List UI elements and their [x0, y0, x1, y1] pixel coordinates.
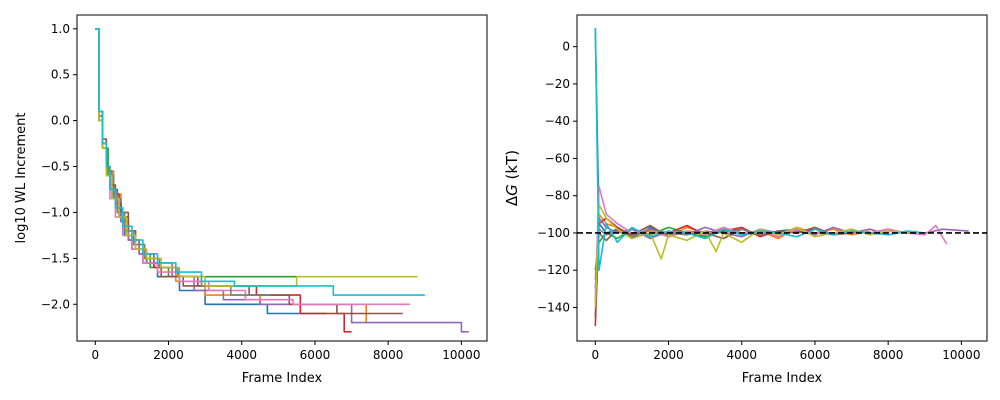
left-y-tick-label: −1.5	[41, 251, 70, 265]
left-plot-frame	[76, 14, 488, 342]
left-x-tick-label: 0	[91, 348, 99, 362]
left-y-tick-label: −0.5	[41, 160, 70, 174]
right-x-axis-label: Frame Index	[742, 371, 823, 386]
right-x-axis-ticks: 0 2000 4000 6000 8000 10000	[591, 341, 980, 362]
right-y-tick-label: −120	[537, 263, 570, 277]
right-y-tick-label: −60	[545, 151, 570, 165]
right-y-tick-label: −80	[545, 189, 570, 203]
right-x-tick-label: 6000	[800, 348, 831, 362]
right-x-tick-label: 4000	[726, 348, 757, 362]
right-y-tick-label: −100	[537, 226, 570, 240]
left-x-tick-label: 8000	[373, 348, 404, 362]
right-y-tick-label: −140	[537, 300, 570, 314]
left-x-tick-label: 2000	[153, 348, 184, 362]
right-y-tick-label: −40	[545, 114, 570, 128]
right-x-tick-label: 10000	[942, 348, 980, 362]
right-x-tick-label: 8000	[873, 348, 904, 362]
right-y-tick-label: 0	[562, 40, 570, 54]
right-series-line-10	[594, 27, 925, 271]
left-y-axis-ticks: −2.0 −1.5 −1.0 −0.5 0.0 0.5 1.0	[41, 22, 77, 311]
left-x-axis-ticks: 0 2000 4000 6000 8000 10000	[91, 341, 480, 362]
left-series-line-10	[95, 28, 425, 296]
left-y-tick-label: 0.5	[51, 68, 70, 82]
right-y-tick-label: −20	[545, 77, 570, 91]
right-y-axis-label: ΔG (kT)	[503, 150, 521, 206]
left-series-line-9	[95, 28, 418, 287]
left-x-tick-label: 4000	[226, 348, 257, 362]
right-plot-frame	[576, 14, 988, 342]
left-y-tick-label: 1.0	[51, 22, 70, 36]
right-chart: 0 2000 4000 6000 8000 10000 −140 −120 −100 −80 −6…	[503, 14, 988, 386]
left-x-tick-label: 10000	[442, 348, 480, 362]
right-y-axis-ticks: −140 −120 −100 −80 −60 −40 −20 0	[537, 40, 577, 314]
left-y-tick-label: −1.0	[41, 205, 70, 219]
left-x-tick-label: 6000	[300, 348, 331, 362]
left-x-axis-label: Frame Index	[242, 371, 323, 386]
right-x-tick-label: 0	[591, 348, 599, 362]
left-y-axis-label: log10 WL Increment	[14, 113, 29, 244]
left-chart: 0 2000 4000 6000 8000 10000 −2.0 −1.5 −1.0 −0.5 0…	[14, 14, 488, 386]
left-y-tick-label: 0.0	[51, 114, 70, 128]
left-y-tick-label: −2.0	[41, 297, 70, 311]
left-series-group	[95, 28, 469, 333]
right-x-tick-label: 2000	[653, 348, 684, 362]
